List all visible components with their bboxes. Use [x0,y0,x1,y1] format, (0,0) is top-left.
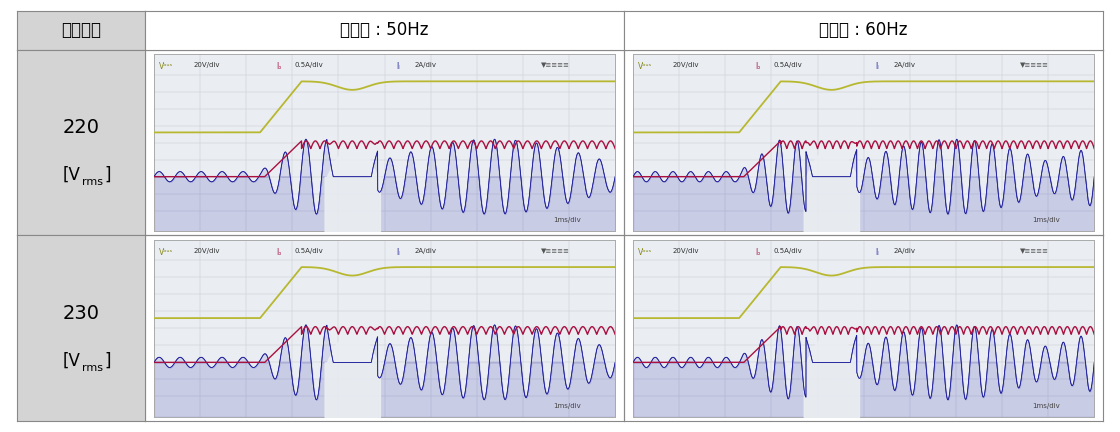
Text: Vᵇᵘˢ: Vᵇᵘˢ [637,248,652,257]
Text: Vᵇᵘˢ: Vᵇᵘˢ [637,62,652,71]
Text: Iₒ: Iₒ [277,248,281,257]
Text: ▼≡≡≡≡: ▼≡≡≡≡ [541,248,570,254]
Text: 0.5A/div: 0.5A/div [295,62,324,68]
Text: ▼≡≡≡≡: ▼≡≡≡≡ [1020,248,1049,254]
Text: rms: rms [82,363,103,373]
Text: ]: ] [104,166,111,184]
Text: ▼≡≡≡≡: ▼≡≡≡≡ [1020,62,1049,68]
Text: 1ms/div: 1ms/div [1032,403,1060,409]
Text: Iₒ: Iₒ [277,62,281,71]
Text: ▼≡≡≡≡: ▼≡≡≡≡ [541,62,570,68]
Text: Vᵇᵘˢ: Vᵇᵘˢ [159,62,172,71]
Text: 2A/div: 2A/div [894,62,916,68]
Text: Iₗ: Iₗ [396,248,400,257]
Text: Iₒ: Iₒ [755,62,760,71]
Text: 0.5A/div: 0.5A/div [774,62,802,68]
Text: 1ms/div: 1ms/div [553,217,580,223]
Text: 20V/div: 20V/div [193,248,220,254]
Text: 220: 220 [63,118,100,137]
Text: 20V/div: 20V/div [672,62,699,68]
Text: 주파수 : 60Hz: 주파수 : 60Hz [820,21,908,39]
Text: 2A/div: 2A/div [894,248,916,254]
Text: 0.5A/div: 0.5A/div [295,248,324,254]
Text: 230: 230 [63,304,100,323]
Text: 2A/div: 2A/div [414,62,437,68]
Text: 주파수 : 50Hz: 주파수 : 50Hz [340,21,429,39]
Text: 0.5A/div: 0.5A/div [774,248,802,254]
Text: ]: ] [104,352,111,369]
Text: 2A/div: 2A/div [414,248,437,254]
Text: rms: rms [82,178,103,187]
Text: Iₒ: Iₒ [755,248,760,257]
Text: 1ms/div: 1ms/div [1032,217,1060,223]
Text: 1ms/div: 1ms/div [553,403,580,409]
Text: Iₗ: Iₗ [396,62,400,71]
Text: 20V/div: 20V/div [193,62,220,68]
Text: Vᵇᵘˢ: Vᵇᵘˢ [159,248,172,257]
Text: [V: [V [63,166,81,184]
Text: Iₗ: Iₗ [875,248,879,257]
Text: [V: [V [63,352,81,369]
Text: 20V/div: 20V/div [672,248,699,254]
Text: Iₗ: Iₗ [875,62,879,71]
Text: 입력전압: 입력전압 [60,21,101,39]
